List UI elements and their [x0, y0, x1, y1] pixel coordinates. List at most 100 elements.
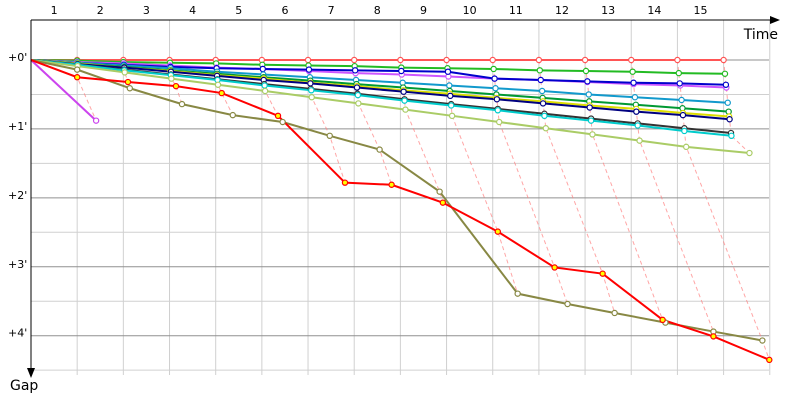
- point: [447, 92, 454, 100]
- point: [400, 88, 407, 95]
- series-line: [30, 59, 97, 122]
- point: [551, 264, 558, 271]
- point: [229, 111, 236, 119]
- point: [178, 100, 186, 108]
- y-axis-arrow: [27, 368, 35, 378]
- point: [401, 97, 408, 104]
- x-axis-title: Time: [743, 27, 778, 43]
- point: [630, 79, 637, 86]
- point: [308, 94, 315, 101]
- point: [443, 56, 450, 64]
- x-tick-label: 4: [189, 4, 196, 17]
- point: [218, 89, 225, 97]
- point: [446, 82, 453, 89]
- point: [489, 56, 496, 64]
- point: [746, 149, 753, 157]
- point: [353, 84, 361, 91]
- series-line: [30, 58, 726, 86]
- point: [493, 96, 501, 103]
- x-tick-label: 13: [601, 4, 615, 17]
- point: [121, 69, 128, 76]
- x-tick-label: 2: [97, 4, 104, 17]
- point: [172, 82, 180, 90]
- point: [541, 112, 548, 120]
- point: [539, 100, 547, 107]
- series-line: [30, 58, 750, 155]
- point: [398, 67, 405, 75]
- point: [682, 143, 690, 151]
- point: [587, 117, 595, 124]
- point: [259, 65, 266, 73]
- point: [629, 68, 636, 75]
- point: [589, 131, 596, 138]
- point: [494, 107, 502, 114]
- x-axis-arrow: [770, 16, 780, 24]
- y-tick-label: +3': [8, 258, 27, 271]
- series-line: [30, 58, 730, 121]
- point: [585, 91, 592, 98]
- x-tick-label: 9: [420, 4, 427, 17]
- point: [634, 122, 641, 129]
- point: [448, 112, 456, 120]
- point: [514, 290, 521, 297]
- point: [308, 87, 315, 94]
- point: [759, 337, 766, 344]
- point: [674, 56, 681, 64]
- point: [720, 56, 727, 64]
- lap-connector: [353, 59, 393, 185]
- point: [721, 70, 729, 77]
- point: [582, 67, 590, 75]
- point: [73, 66, 81, 73]
- lap-connector: [584, 59, 666, 323]
- x-tick-label: 10: [463, 4, 477, 17]
- point: [584, 78, 591, 85]
- x-tick-label: 11: [509, 4, 523, 17]
- point: [537, 76, 544, 84]
- point: [214, 81, 222, 88]
- point: [351, 56, 358, 64]
- point: [636, 137, 643, 144]
- point: [326, 132, 333, 140]
- point: [722, 81, 730, 88]
- point: [542, 125, 550, 132]
- point: [724, 99, 731, 106]
- point: [304, 56, 312, 64]
- x-tick-label: 6: [281, 4, 288, 17]
- series-line: [30, 59, 763, 342]
- x-tick-label: 1: [51, 4, 58, 17]
- point: [679, 111, 687, 119]
- series-line: [30, 58, 727, 89]
- point: [168, 75, 175, 82]
- point: [586, 104, 593, 111]
- x-tick-label: 7: [328, 4, 335, 17]
- point: [444, 68, 452, 75]
- series-line: [30, 58, 728, 104]
- point: [279, 118, 286, 126]
- point: [564, 300, 571, 308]
- point: [726, 116, 733, 123]
- x-tick-label: 12: [555, 4, 569, 17]
- point: [305, 66, 313, 73]
- point: [439, 199, 447, 206]
- point: [388, 181, 395, 188]
- point: [261, 87, 269, 95]
- point: [536, 67, 544, 74]
- point: [538, 87, 546, 95]
- point: [436, 188, 443, 195]
- point: [376, 146, 383, 153]
- point: [92, 117, 100, 124]
- point: [351, 67, 359, 74]
- point: [631, 94, 639, 101]
- point: [676, 80, 683, 87]
- y-tick-label: +0': [8, 51, 27, 64]
- point: [354, 91, 362, 99]
- point: [491, 75, 498, 82]
- point: [535, 56, 543, 64]
- point: [447, 102, 455, 109]
- point: [397, 56, 404, 64]
- point: [675, 69, 683, 77]
- point: [73, 74, 81, 81]
- point: [261, 82, 268, 89]
- x-tick-label: 15: [694, 4, 708, 17]
